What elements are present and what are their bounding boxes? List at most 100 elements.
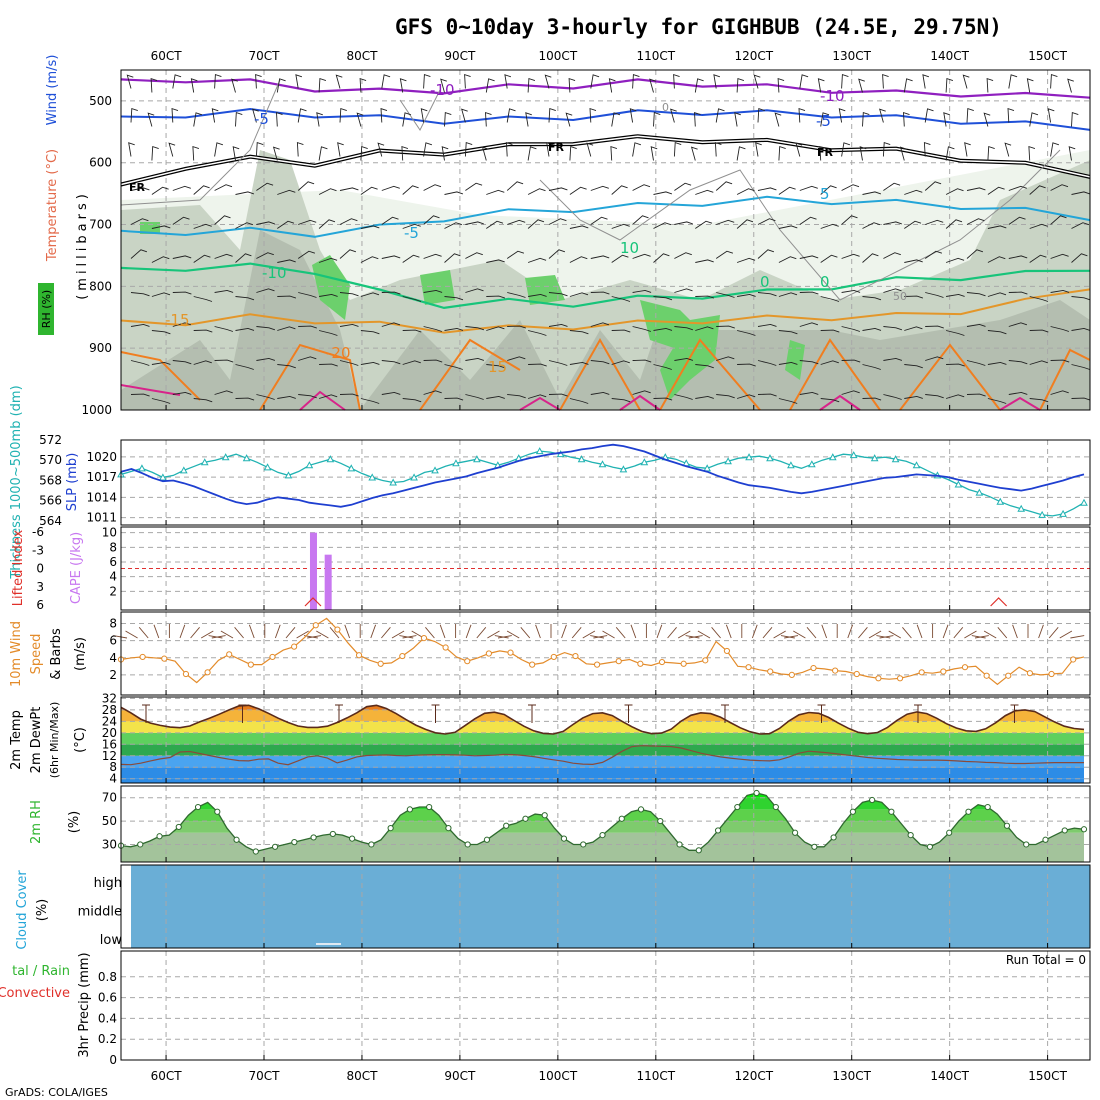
wind-barb [795,142,803,157]
wind-barb [649,78,656,93]
wind-barb [277,326,296,331]
wind-barb [256,326,276,331]
wind10-barb [234,627,244,639]
wind10-barb [711,627,721,639]
top-axis-tick-label: 110CT [636,49,675,63]
pressure-tick-label: 1000 [81,403,112,417]
wind-barb [924,108,934,123]
wind-barb [420,108,428,123]
cape-axis-label: CAPE (J/kg) [69,532,84,604]
precip-legend-total: tal / Rain [12,964,70,979]
wind-barb [359,77,367,93]
wind-barb [130,107,138,123]
wind10-speed-line-marker [1005,672,1012,679]
wind-barb [339,292,359,297]
wind10-barb [316,630,329,639]
thickness-marker [828,453,837,461]
wind-barb [904,220,922,229]
slp-tick-label: 1017 [86,470,117,484]
wind-barb [904,189,923,195]
wind-barb [611,185,628,195]
wind-barb [465,182,483,191]
wind-barb [966,249,984,259]
wind-barb [548,292,568,297]
wind10-barb [476,627,487,639]
wind-barb [695,364,714,369]
wind10-barb [497,635,512,639]
wind-barb [423,215,440,225]
thickness-marker [473,455,481,463]
li-marker [990,597,1008,607]
wind-barb [568,77,576,93]
thickness-marker [284,471,293,479]
wind-barb [632,142,642,157]
wind-barb [402,398,422,403]
thickness-marker [389,478,397,486]
wind-barb [256,182,274,191]
wind-barb [1008,255,1028,259]
panel-frame [120,439,1091,526]
wind10-barb [821,624,828,639]
wind-barb [611,329,631,333]
wind-barb [298,325,317,329]
wind-barb [1008,391,1028,395]
wind-barb [736,77,745,93]
temp-minmax-bar [142,704,150,723]
contour-label-cyan: -5 [404,224,419,242]
thickness-axis-label: Thickness 1000~500mb (dm) [9,385,24,579]
wind-barb [799,74,809,89]
wind-barb [130,249,148,259]
wind-barb [381,255,401,259]
rh-line-marker [541,812,548,819]
temp-minmax-bar [335,704,343,723]
wind-barb [945,257,965,263]
thickness-marker [891,455,900,463]
wind-tick-label: 4 [109,651,117,665]
wind-barb [441,146,449,161]
wind10-barb [535,624,541,639]
isotherm-minus10 [120,78,1091,99]
wind10-barb [964,630,977,639]
contour-label-fr: FR [548,141,565,154]
wind-barb [632,215,649,225]
rh-line-marker [965,808,972,815]
run-total-label: Run Total = 0 [1006,953,1086,967]
thickness-marker [326,455,335,463]
rh-line-marker [695,847,702,854]
li-tick-label: -6 [32,525,44,539]
wind-barb [778,225,798,229]
wind10-speed-line-marker [529,661,536,668]
wind-barb [841,289,861,293]
wind-barb [716,356,735,361]
contour-label-green: -10 [262,264,287,282]
wind-barb [507,219,526,225]
pressure-tick-label: 700 [89,218,112,232]
wind-barb [1008,322,1028,327]
thickness-marker [849,451,858,459]
wind-axis-label: Wind (m/s) [45,55,60,126]
wind-barb [507,394,526,399]
wind-barb [151,186,169,195]
wind10-speed-line-marker [810,664,817,672]
wind10-barb [370,624,377,639]
wind-barb [862,222,881,229]
wind-barb [231,78,238,93]
wind-barb [235,296,255,301]
wind-barb [736,330,756,336]
wind-tick-label: 6 [109,634,117,648]
wind-barb [1029,112,1039,127]
wind-barb [799,360,819,365]
wind-barb [172,291,192,295]
wind10-speed-line-marker [983,672,990,679]
slp-line [120,443,1085,508]
temp-minmax-bar [914,704,922,723]
wind-barb [399,78,407,93]
temp-band [121,755,1084,768]
thickness-marker [766,454,774,462]
wind-barb [402,223,421,229]
rh-line-marker [618,815,625,822]
wind-barb [757,249,775,259]
wind-barb [673,73,680,89]
wind-barb [548,360,568,366]
wind-barb [632,253,651,259]
